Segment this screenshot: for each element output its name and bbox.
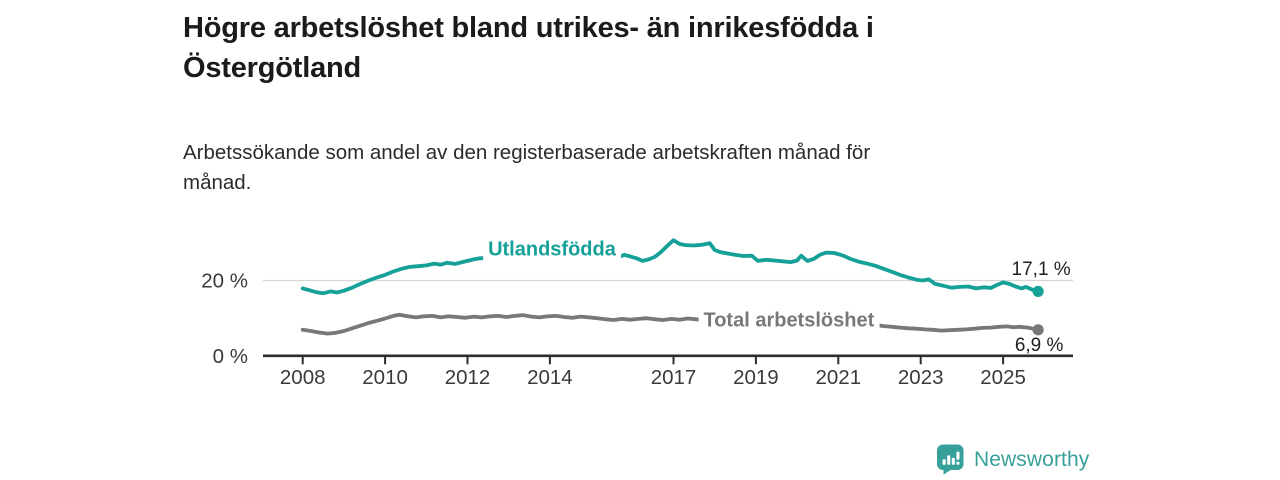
x-axis-label-2023: 2023 [898, 366, 944, 389]
x-axis-label-2014: 2014 [527, 366, 573, 389]
x-axis-label-2021: 2021 [815, 366, 861, 389]
y-axis-label-0: 0 % [213, 345, 248, 368]
end-dot-total [1032, 324, 1044, 336]
series-line-utlandsfodda [300, 238, 1040, 296]
newsworthy-wordmark: Newsworthy [974, 447, 1090, 471]
x-axis-label-2017: 2017 [651, 366, 697, 389]
series-line-total [300, 312, 1040, 336]
x-axis-label-2025: 2025 [980, 366, 1026, 389]
end-value-label-utlandsfodda: 17,1 % [1011, 259, 1071, 281]
x-axis-label-2008: 2008 [280, 366, 326, 389]
series-label-total-arbetsloshet: Total arbetslöshet [698, 308, 880, 334]
end-value-label-total-arbetsloshet: 6,9 % [1014, 334, 1064, 356]
x-axis-label-2012: 2012 [445, 366, 491, 389]
chart-title: Högre arbetslöshet bland utrikes- än inr… [183, 12, 874, 85]
x-axis-label-2010: 2010 [362, 366, 408, 389]
chart-subtitle: Arbetssökande som andel av den registerb… [183, 141, 871, 194]
newsworthy-bar-chart-bubble-icon [937, 444, 964, 475]
end-dot-utlandsfodda [1032, 285, 1044, 298]
x-axis-label-2019: 2019 [733, 366, 779, 389]
y-axis-label-20: 20 % [201, 270, 248, 293]
series-label-utlandsfodda: Utlandsfödda [483, 237, 621, 263]
newsworthy-logo: Newsworthy [936, 444, 1089, 475]
